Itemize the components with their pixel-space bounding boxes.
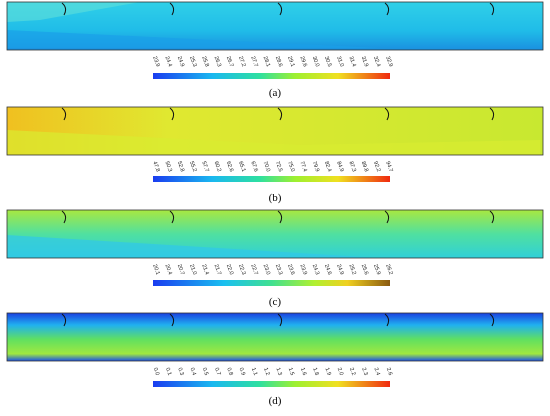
caption: (d) [269, 395, 282, 407]
colorbar [153, 381, 390, 387]
colorbar-tick-label: 1.8 [311, 367, 319, 376]
colorbar-tick-label: 20.1 [151, 264, 160, 276]
colorbar-tick-label: 24.9 [176, 56, 185, 68]
caption: (a) [269, 87, 282, 99]
colorbar-tick-label: 2.4 [373, 367, 381, 376]
colorbar-tick-label: 62.6 [225, 161, 234, 173]
colorbar-tick-label: 24.9 [335, 264, 344, 276]
colorbar-tick-label: 60.2 [213, 161, 222, 173]
colorbar-tick-label: 89.8 [360, 161, 369, 173]
colorbar-tick-label: 1.2 [262, 367, 270, 376]
colorbar-tick-label: 67.6 [249, 161, 258, 173]
colorbar-tick-label: 70.0 [262, 161, 271, 173]
colorbar-tick-label: 52.8 [176, 161, 185, 173]
colorbar-tick-label: 29.1 [286, 56, 295, 68]
colorbar-tick-label: 0.1 [164, 367, 172, 376]
colorbar-tick-label: 27.7 [249, 56, 258, 68]
contour-d [6, 312, 544, 362]
colorbar-tick-label: 1.9 [323, 367, 331, 376]
colorbar-tick-label: 47.8 [151, 161, 160, 173]
colorbar-tick-label: 23.3 [274, 264, 283, 276]
colorbar-tick-label: 22.7 [249, 264, 258, 276]
colorbar-tick-label: 55.2 [188, 161, 197, 173]
colorbar-tick-label: 50.3 [164, 161, 173, 173]
colorbar-tick-label: 24.6 [323, 264, 332, 276]
colorbar-tick-label: 23.9 [151, 56, 160, 68]
colorbar-tick-label: 77.4 [298, 161, 307, 173]
colorbar-tick-label: 26.2 [384, 264, 393, 276]
colorbar-tick-label: 0.4 [189, 367, 197, 376]
colorbar-tick-label: 25.8 [200, 56, 209, 68]
colorbar-tick-label: 24.3 [311, 264, 320, 276]
colorbar-tick-label: 79.9 [311, 161, 320, 173]
colorbar-tick-label: 25.3 [188, 56, 197, 68]
colorbar-tick-label: 94.7 [384, 161, 393, 173]
colorbar-tick-label: 28.6 [274, 56, 283, 68]
colorbar-tick-label: 1.3 [274, 367, 282, 376]
caption: (b) [269, 192, 282, 204]
colorbar-tick-label: 25.2 [347, 264, 356, 276]
colorbar-tick-label: 0.0 [152, 367, 160, 376]
colorbar [153, 73, 390, 79]
colorbar [153, 176, 390, 182]
colorbar-tick-label: 2.3 [360, 367, 368, 376]
colorbar-tick-label: 30.5 [323, 56, 332, 68]
colorbar-tick-label: 75.0 [286, 161, 295, 173]
colorbar-tick-label: 28.1 [262, 56, 271, 68]
blades [61, 2, 495, 327]
colorbar [153, 280, 390, 286]
colorbar-tick-label: 0.7 [213, 367, 221, 376]
colorbar-tick-label: 23.0 [262, 264, 271, 276]
colorbar-tick-label: 32.4 [372, 56, 381, 68]
colorbar-tick-label: 1.5 [287, 367, 295, 376]
colorbar-tick-label: 25.6 [360, 264, 369, 276]
colorbar-tick-label: 32.9 [384, 56, 393, 68]
colorbar-tick-label: 0.8 [225, 367, 233, 376]
colorbar-tick-label: 20.4 [164, 264, 173, 276]
colorbar-tick-label: 20.7 [176, 264, 185, 276]
colorbar-tick-label: 31.9 [360, 56, 369, 68]
colorbar-tick-label: 26.3 [213, 56, 222, 68]
colorbar-tick-label: 31.0 [335, 56, 344, 68]
colorbar-tick-label: 0.9 [238, 367, 246, 376]
colorbar-tick-label: 1.6 [299, 367, 307, 376]
colorbar-tick-label: 21.4 [200, 264, 209, 276]
colorbar-tick-label: 65.1 [237, 161, 246, 173]
colorbar-tick-label: 2.0 [336, 367, 344, 376]
colorbar-tick-label: 87.3 [347, 161, 356, 173]
colorbar-tick-label: 30.0 [311, 56, 320, 68]
contour-b [6, 106, 544, 156]
contour-c [6, 209, 544, 259]
colorbar-tick-label: 21.0 [188, 264, 197, 276]
colorbar-tick-label: 27.2 [237, 56, 246, 68]
colorbar-tick-label: 31.4 [347, 56, 356, 68]
colorbar-tick-label: 22.3 [237, 264, 246, 276]
colorbar-tick-label: 26.7 [225, 56, 234, 68]
colorbar-tick-label: 72.5 [274, 161, 283, 173]
colorbar-tick-label: 2.2 [348, 367, 356, 376]
colorbar-tick-label: 24.4 [164, 56, 173, 68]
colorbar-tick-label: 29.6 [298, 56, 307, 68]
colorbar-tick-label: 23.6 [286, 264, 295, 276]
colorbar-tick-label: 25.9 [372, 264, 381, 276]
colorbar-tick-label: 84.9 [335, 161, 344, 173]
contour-a [6, 1, 544, 51]
colorbar-tick-label: 92.2 [372, 161, 381, 173]
colorbar-tick-label: 0.5 [201, 367, 209, 376]
colorbar-tick-label: 82.4 [323, 161, 332, 173]
colorbar-tick-label: 2.6 [385, 367, 393, 376]
colorbar-tick-label: 22.0 [225, 264, 234, 276]
caption: (c) [269, 296, 282, 308]
colorbar-tick-label: 0.3 [176, 367, 184, 376]
colorbar-tick-label: 1.1 [250, 367, 258, 376]
colorbar-tick-label: 57.7 [200, 161, 209, 173]
colorbar-tick-label: 23.9 [298, 264, 307, 276]
colorbar-tick-label: 21.7 [213, 264, 222, 276]
